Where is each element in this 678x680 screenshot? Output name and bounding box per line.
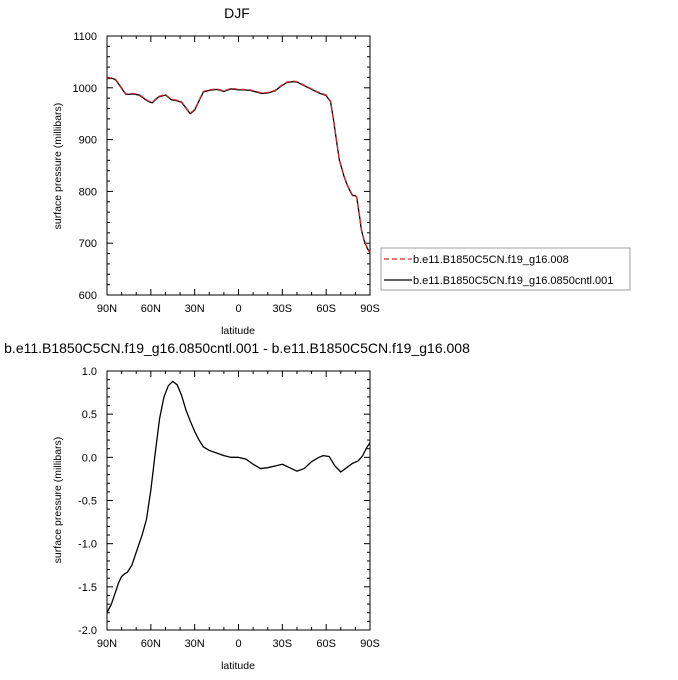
panel-title: DJF (224, 5, 250, 21)
x-tick-label: 90S (360, 638, 380, 650)
y-tick-label: 700 (79, 238, 97, 250)
series-line-1 (106, 380, 371, 614)
x-tick-label: 0 (235, 638, 241, 650)
legend-label-series-1: b.e11.B1850C5CN.f19_g16.008 (413, 254, 569, 266)
x-tick-label: 30S (273, 638, 293, 650)
y-axis-label: surface pressure (millibars) (52, 103, 64, 230)
series-line-2 (107, 77, 371, 254)
x-tick-labels: 90N 60N 30N 0 30S 60S 90S (97, 638, 380, 650)
x-tick-label: 90N (97, 303, 117, 315)
x-tick-label: 90N (97, 638, 117, 650)
x-tick-label: 0 (235, 303, 241, 315)
y-tick-label: 0.5 (82, 409, 97, 421)
axis-ticks (106, 370, 371, 631)
y-tick-label: 1.0 (82, 366, 97, 378)
x-tick-label: 30N (185, 638, 205, 650)
x-tick-label: 30S (273, 303, 293, 315)
x-tick-label: 30N (185, 303, 205, 315)
y-tick-label: -0.5 (78, 496, 97, 508)
pressure-panel: DJF 90N 60N 30N 0 30S 60S 90S 600 700 800 900 1000… (52, 5, 631, 337)
y-tick-label: -2.0 (78, 625, 97, 637)
x-tick-label: 60S (316, 638, 336, 650)
y-tick-label: 1000 (73, 83, 97, 95)
plot-frame (106, 35, 371, 296)
y-tick-label: -1.5 (78, 582, 97, 594)
plot-frame (106, 370, 371, 631)
x-axis-label: latitude (221, 325, 255, 337)
series-line-1 (107, 77, 371, 253)
y-tick-label: 0.0 (82, 452, 97, 464)
x-axis-label: latitude (221, 660, 255, 672)
x-tick-label: 60N (141, 303, 161, 315)
y-tick-label: -1.0 (78, 539, 97, 551)
x-tick-label: 60S (316, 303, 336, 315)
series-group (107, 77, 371, 254)
y-tick-labels: 600 700 800 900 1000 1100 (73, 31, 97, 302)
y-tick-label: 600 (79, 290, 97, 302)
legend-box (380, 247, 631, 291)
x-tick-label: 90S (360, 303, 380, 315)
x-tick-label: 60N (141, 638, 161, 650)
y-tick-label: 900 (79, 135, 97, 147)
y-tick-labels: -2.0 -1.5 -1.0 -0.5 0.0 0.5 1.0 (78, 366, 97, 637)
legend: b.e11.B1850C5CN.f19_g16.008 b.e11.B1850C… (380, 247, 631, 291)
panel-title: b.e11.B1850C5CN.f19_g16.0850cntl.001 - b… (4, 340, 470, 356)
series-group (106, 380, 371, 614)
legend-label-series-2: b.e11.B1850C5CN.f19_g16.0850cntl.001 (413, 275, 613, 287)
axis-ticks (106, 35, 371, 296)
x-tick-labels: 90N 60N 30N 0 30S 60S 90S (97, 303, 380, 315)
y-tick-label: 1100 (73, 31, 97, 43)
y-tick-label: 800 (79, 186, 97, 198)
y-axis-label: surface pressure (millibars) (52, 437, 64, 564)
difference-panel: b.e11.B1850C5CN.f19_g16.0850cntl.001 - b… (4, 340, 470, 672)
